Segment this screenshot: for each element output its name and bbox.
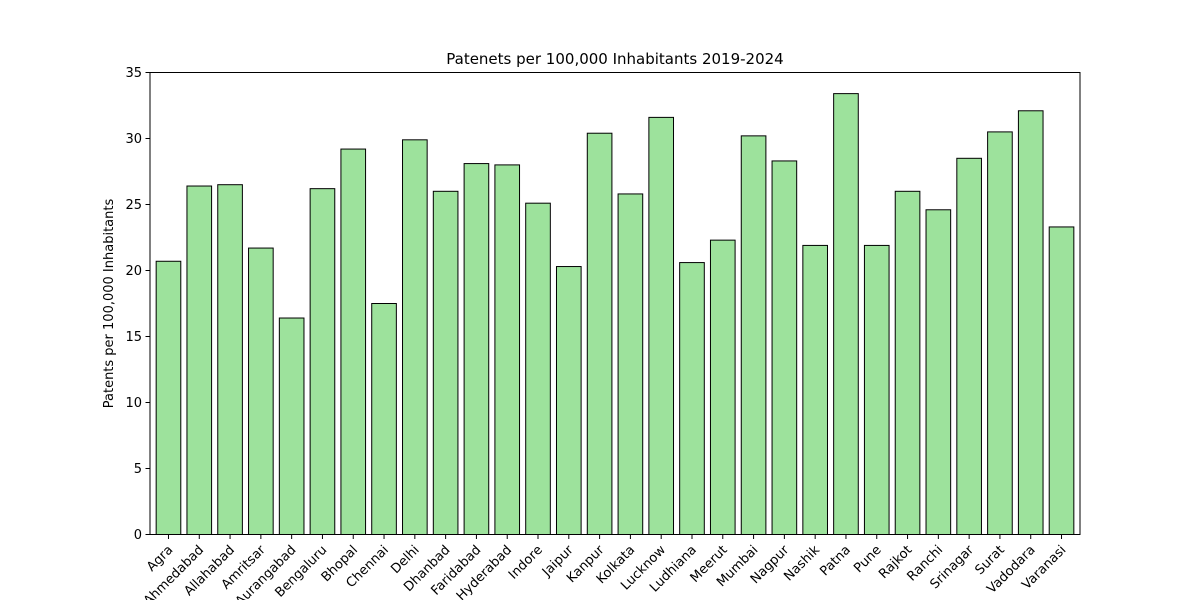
bar-delhi bbox=[402, 139, 428, 535]
bar-hyderabad bbox=[494, 164, 521, 535]
bar-ahmedabad bbox=[186, 185, 213, 536]
bar-kolkata bbox=[617, 193, 644, 535]
x-axis-ticks: AgraAhmedabadAllahabadAmritsarAurangabad… bbox=[141, 534, 1069, 604]
bar-varanasi bbox=[1048, 226, 1075, 535]
bar-rajkot bbox=[894, 190, 921, 536]
bar-bhopal bbox=[340, 148, 367, 535]
bar-agra bbox=[155, 260, 182, 535]
chart-title: Patenets per 100,000 Inhabitants 2019-20… bbox=[446, 50, 783, 68]
bar-mumbai bbox=[740, 135, 767, 536]
bar-aurangabad bbox=[278, 317, 305, 535]
y-tick-label: 35 bbox=[125, 66, 142, 81]
y-tick-label: 20 bbox=[125, 264, 142, 279]
bar-pune bbox=[863, 244, 890, 535]
y-axis-label: Patents per 100,000 Inhabitants bbox=[102, 199, 117, 409]
y-tick-label: 5 bbox=[134, 462, 142, 477]
x-tick-label: Indore bbox=[506, 543, 546, 583]
x-tick-label: Patna bbox=[817, 543, 853, 579]
bar-allahabad bbox=[217, 184, 243, 535]
bar-nagpur bbox=[771, 160, 798, 535]
bar-indore bbox=[525, 202, 551, 535]
bar-ludhiana bbox=[679, 262, 705, 535]
bar-surat bbox=[987, 131, 1013, 535]
bar-faridabad bbox=[463, 163, 490, 536]
bar-chennai bbox=[371, 303, 397, 535]
bar-ranchi bbox=[925, 209, 952, 535]
bar-jaipur bbox=[555, 266, 582, 535]
y-tick-label: 15 bbox=[125, 330, 142, 345]
y-tick-label: 30 bbox=[125, 132, 142, 147]
bar-bengaluru bbox=[309, 188, 336, 535]
x-tick-label: Nashik bbox=[781, 542, 823, 584]
bar-kanpur bbox=[586, 132, 613, 535]
plot-area-frame bbox=[149, 72, 1081, 535]
bar-meerut bbox=[709, 239, 736, 535]
bars-layer bbox=[155, 93, 1075, 536]
bar-dhanbad bbox=[432, 190, 459, 536]
y-axis-ticks: 0 5 10 15 20 25 30 35 bbox=[125, 66, 150, 543]
bar-patna bbox=[833, 93, 859, 536]
y-tick-label: 25 bbox=[125, 198, 142, 213]
bar-lucknow bbox=[648, 116, 675, 535]
y-tick-label: 10 bbox=[125, 396, 142, 411]
bar-nashik bbox=[802, 244, 828, 535]
bar-srinagar bbox=[956, 157, 982, 536]
y-tick-label: 0 bbox=[134, 528, 142, 543]
bar-vadodara bbox=[1017, 110, 1044, 535]
bar-amritsar bbox=[248, 247, 274, 535]
